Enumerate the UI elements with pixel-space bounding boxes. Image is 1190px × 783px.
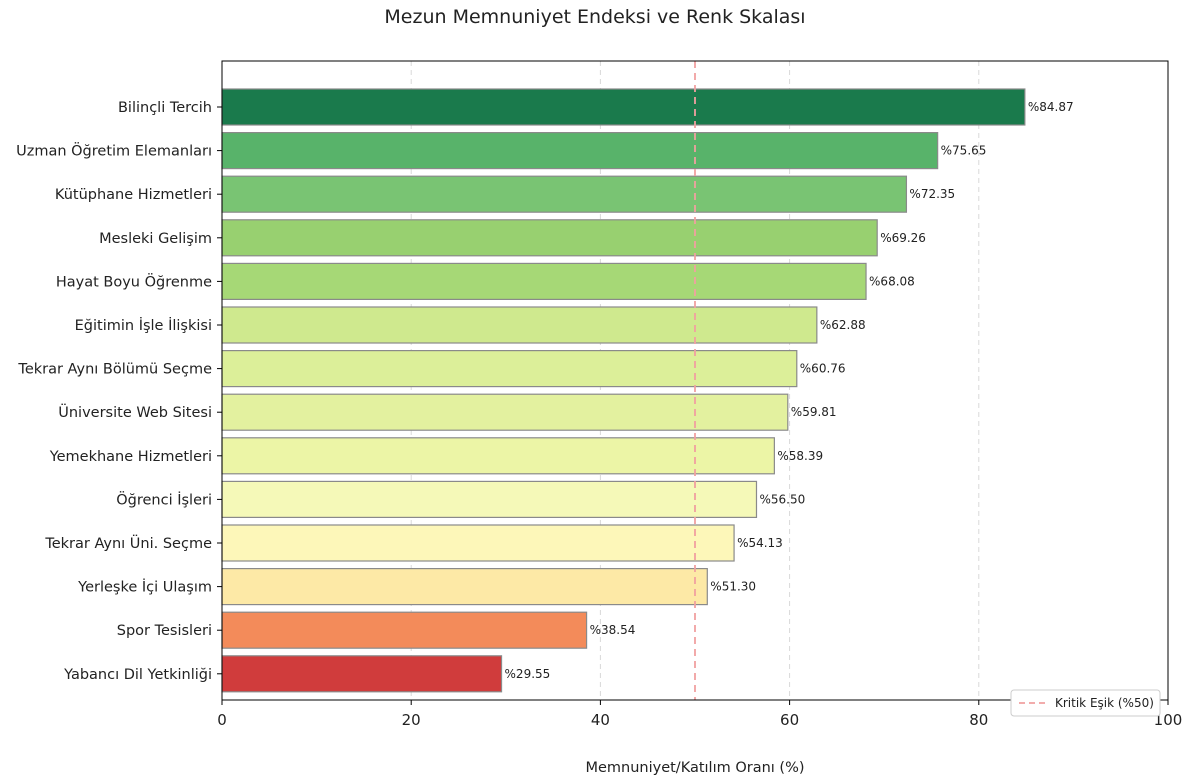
bar [222, 220, 877, 256]
value-label: %29.55 [505, 667, 551, 681]
value-label: %75.65 [941, 144, 987, 158]
bar [222, 307, 817, 343]
x-tick-label: 0 [217, 711, 227, 729]
value-label: %59.81 [791, 405, 837, 419]
category-label: Mesleki Gelişim [99, 231, 212, 247]
bar [222, 569, 707, 605]
category-label: Uzman Öğretim Elemanları [16, 142, 212, 160]
category-label: Üniversite Web Sitesi [58, 403, 212, 421]
legend: Kritik Eşik (%50) [1011, 690, 1160, 716]
x-tick-label: 40 [591, 711, 610, 729]
category-label: Yerleşke İçi Ulaşım [77, 578, 212, 596]
bar [222, 89, 1025, 125]
value-label: %84.87 [1028, 100, 1074, 114]
bar [222, 438, 774, 474]
x-axis-label: Memnuniyet/Katılım Oranı (%) [585, 760, 804, 776]
bar [222, 133, 938, 169]
bar [222, 351, 797, 387]
value-label: %56.50 [759, 492, 805, 506]
bars [222, 89, 1025, 692]
bar [222, 612, 587, 648]
bar [222, 656, 502, 692]
value-label: %54.13 [737, 536, 783, 550]
bar [222, 525, 734, 561]
category-label: Tekrar Aynı Üni. Seçme [44, 534, 212, 552]
category-label: Hayat Boyu Öğrenme [56, 272, 212, 290]
value-label: %51.30 [710, 580, 756, 594]
bar [222, 263, 866, 299]
category-label: Kütüphane Hizmetleri [55, 187, 212, 203]
bar [222, 481, 756, 517]
value-label: %62.88 [820, 318, 866, 332]
bar [222, 176, 906, 212]
value-label: %58.39 [777, 449, 823, 463]
value-label: %38.54 [590, 623, 636, 637]
category-label: Yemekhane Hizmetleri [49, 449, 212, 465]
x-tick-label: 80 [969, 711, 988, 729]
category-label: Eğitimin İşle İlişkisi [75, 316, 212, 334]
category-label: Bilinçli Tercih [118, 100, 212, 116]
category-label: Tekrar Aynı Bölümü Seçme [17, 362, 212, 378]
category-label: Yabancı Dil Yetkinliği [63, 667, 212, 683]
category-label: Öğrenci İşleri [116, 490, 212, 508]
value-label: %72.35 [909, 187, 955, 201]
legend-label: Kritik Eşik (%50) [1055, 696, 1154, 710]
x-tick-label: 60 [780, 711, 799, 729]
value-label: %69.26 [880, 231, 926, 245]
value-label: %60.76 [800, 362, 846, 376]
value-label: %68.08 [869, 274, 915, 288]
bar [222, 394, 788, 430]
x-tick-label: 20 [402, 711, 421, 729]
y-axis-categories: Bilinçli Tercih Uzman Öğretim Elemanları K… [16, 100, 222, 683]
category-label: Spor Tesisleri [117, 623, 212, 639]
